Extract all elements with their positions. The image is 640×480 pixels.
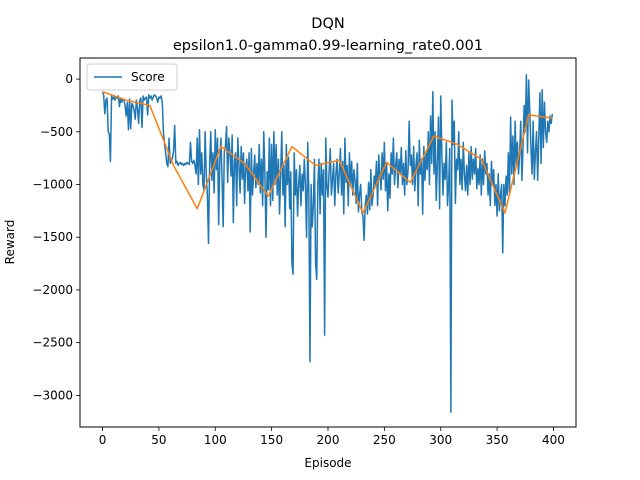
- legend-label-score: Score: [131, 70, 165, 84]
- x-tick-label: 100: [204, 433, 227, 447]
- x-tick-label: 250: [373, 433, 396, 447]
- x-tick-label: 300: [429, 433, 452, 447]
- series-line-score: [101, 74, 554, 413]
- y-tick-label: −500: [40, 125, 73, 139]
- y-tick-label: −1500: [32, 230, 73, 244]
- x-tick-label: 50: [151, 433, 166, 447]
- x-tick-label: 400: [542, 433, 565, 447]
- y-tick-label: −2500: [32, 336, 73, 350]
- y-axis: 0 −500 −1000 −1500 −2000 −2500 −3000: [32, 72, 80, 402]
- x-axis: 0 50 100 150 200 250 300 350 400: [99, 427, 565, 447]
- y-axis-label: Reward: [3, 220, 17, 265]
- series-line-smoothed: [102, 91, 553, 214]
- y-tick-label: −2000: [32, 283, 73, 297]
- y-tick-label: −3000: [32, 388, 73, 402]
- series-layer: [101, 74, 554, 413]
- x-tick-label: 0: [99, 433, 107, 447]
- x-axis-label: Episode: [304, 456, 351, 470]
- x-tick-label: 200: [317, 433, 340, 447]
- chart-title: DQN: [311, 16, 344, 32]
- plot-area: [101, 74, 554, 413]
- y-tick-label: 0: [65, 72, 73, 86]
- legend: Score: [86, 63, 178, 91]
- x-tick-label: 350: [486, 433, 509, 447]
- chart-subtitle: epsilon1.0-gamma0.99-learning_rate0.001: [173, 38, 483, 54]
- y-tick-label: −1000: [32, 178, 73, 192]
- legend-box: [86, 63, 178, 91]
- x-tick-label: 150: [260, 433, 283, 447]
